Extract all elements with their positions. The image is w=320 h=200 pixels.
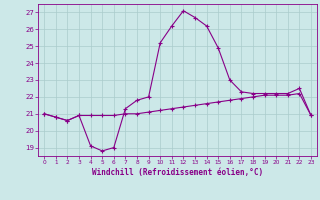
X-axis label: Windchill (Refroidissement éolien,°C): Windchill (Refroidissement éolien,°C) [92, 168, 263, 177]
